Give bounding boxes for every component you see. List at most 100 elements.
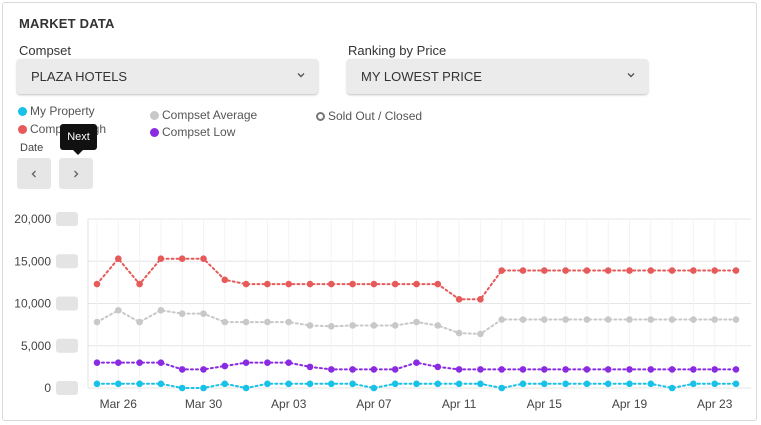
data-point-my-property — [604, 380, 612, 388]
data-point-my-property — [583, 380, 591, 388]
data-point-my-property — [626, 380, 633, 388]
data-point-compset-high — [115, 255, 122, 263]
legend-item-compset-low[interactable]: Compset Low — [150, 125, 235, 139]
data-point-compset-average — [498, 316, 506, 323]
data-point-compset-high — [477, 295, 484, 303]
data-point-compset-low — [626, 366, 633, 373]
data-point-compset-low — [285, 359, 293, 366]
data-point-my-property — [242, 384, 250, 392]
data-point-compset-low — [178, 366, 186, 373]
price-chart: 20,000 15,000 10,000 5,000 0 Mar 26 Mar 30 Apr … — [14, 212, 751, 411]
market-data-panel: MARKET DATA Compset PLAZA HOTELS Ranking… — [2, 2, 757, 421]
data-point-compset-high — [690, 267, 697, 274]
x-tick-label: Apr 19 — [612, 397, 648, 411]
data-point-compset-low — [732, 366, 740, 373]
data-point-compset-high — [413, 280, 420, 288]
legend-label: Sold Out / Closed — [328, 109, 423, 123]
data-point-compset-average — [178, 310, 186, 317]
compset-value: PLAZA HOTELS — [31, 69, 128, 84]
date-prev-button[interactable] — [17, 158, 51, 189]
data-point-compset-low — [200, 366, 207, 373]
data-point-compset-high — [455, 295, 463, 303]
data-point-my-property — [370, 384, 378, 392]
legend-label: Compset Average — [162, 108, 258, 122]
data-point-compset-low — [519, 366, 527, 373]
x-tick-label: Mar 30 — [185, 397, 223, 411]
legend-item-my-property[interactable]: My Property — [18, 104, 95, 118]
data-point-compset-high — [93, 280, 101, 288]
data-point-compset-low — [93, 359, 101, 366]
ranking-select[interactable]: MY LOWEST PRICE — [347, 59, 648, 94]
legend-item-compset-average[interactable]: Compset Average — [150, 108, 257, 122]
chevron-left-icon — [31, 170, 36, 177]
blurred-value-box — [56, 254, 78, 269]
data-point-my-property — [519, 380, 527, 388]
data-point-compset-high — [626, 267, 633, 274]
x-tick-label: Mar 26 — [100, 397, 138, 411]
data-point-compset-average — [477, 330, 484, 338]
data-point-compset-high — [541, 267, 548, 274]
data-point-compset-average — [604, 316, 612, 323]
legend-label: My Property — [30, 104, 95, 118]
date-next-button[interactable] — [59, 158, 93, 189]
data-point-compset-high — [519, 267, 527, 274]
data-point-my-property — [647, 380, 655, 388]
data-point-my-property — [391, 380, 399, 388]
data-point-compset-average — [242, 318, 250, 326]
data-point-compset-low — [264, 359, 271, 366]
legend-item-sold-out[interactable]: Sold Out / Closed — [316, 109, 422, 123]
compset-label: Compset — [19, 43, 72, 58]
data-point-compset-high — [157, 255, 165, 263]
legend-dot-icon — [18, 106, 27, 116]
legend-dot-icon — [150, 127, 159, 137]
data-point-compset-average — [541, 316, 548, 323]
data-point-compset-low — [328, 366, 335, 373]
legend-dot-icon — [150, 110, 159, 120]
data-point-compset-low — [455, 366, 463, 373]
data-point-compset-low — [391, 366, 399, 373]
data-point-compset-average — [583, 316, 591, 323]
panel-title: MARKET DATA — [19, 16, 115, 31]
data-point-compset-high — [306, 280, 314, 288]
data-point-compset-average — [328, 323, 335, 330]
data-point-compset-low — [647, 366, 655, 373]
data-point-compset-average — [413, 318, 420, 326]
y-tick-label: 0 — [44, 381, 51, 395]
data-point-compset-average — [626, 316, 633, 323]
data-point-compset-high — [136, 280, 143, 288]
data-point-compset-high — [178, 255, 186, 263]
data-point-my-property — [498, 384, 506, 392]
compset-select[interactable]: PLAZA HOTELS — [17, 59, 318, 94]
data-point-my-property — [455, 380, 463, 388]
data-point-compset-low — [668, 366, 676, 373]
data-point-compset-average — [157, 306, 165, 314]
blurred-value-box — [56, 381, 78, 395]
blurred-value-box — [56, 212, 78, 226]
data-point-compset-low — [157, 359, 165, 366]
data-point-compset-average — [732, 316, 740, 323]
data-point-compset-low — [136, 359, 143, 366]
data-point-compset-high — [328, 280, 335, 288]
data-point-compset-average — [370, 322, 378, 329]
data-point-compset-low — [434, 363, 442, 371]
x-tick-label: Apr 11 — [442, 397, 477, 411]
data-point-compset-average — [668, 316, 676, 323]
ranking-label: Ranking by Price — [348, 43, 447, 58]
data-point-compset-high — [434, 280, 442, 288]
x-tick-label: Apr 15 — [527, 397, 563, 411]
data-point-compset-high — [583, 267, 591, 274]
data-point-my-property — [732, 380, 740, 388]
data-point-compset-high — [711, 267, 718, 274]
data-point-compset-average — [690, 316, 697, 323]
chevron-down-icon — [297, 73, 305, 78]
data-point-compset-high — [200, 255, 207, 263]
data-point-compset-average — [221, 318, 229, 326]
data-point-my-property — [221, 380, 229, 388]
data-point-my-property — [306, 380, 314, 388]
data-point-compset-high — [647, 267, 655, 274]
data-point-my-property — [93, 380, 101, 388]
ranking-value: MY LOWEST PRICE — [361, 69, 482, 84]
data-point-compset-average — [136, 318, 143, 326]
data-point-compset-low — [242, 359, 250, 366]
data-point-compset-average — [93, 318, 101, 326]
